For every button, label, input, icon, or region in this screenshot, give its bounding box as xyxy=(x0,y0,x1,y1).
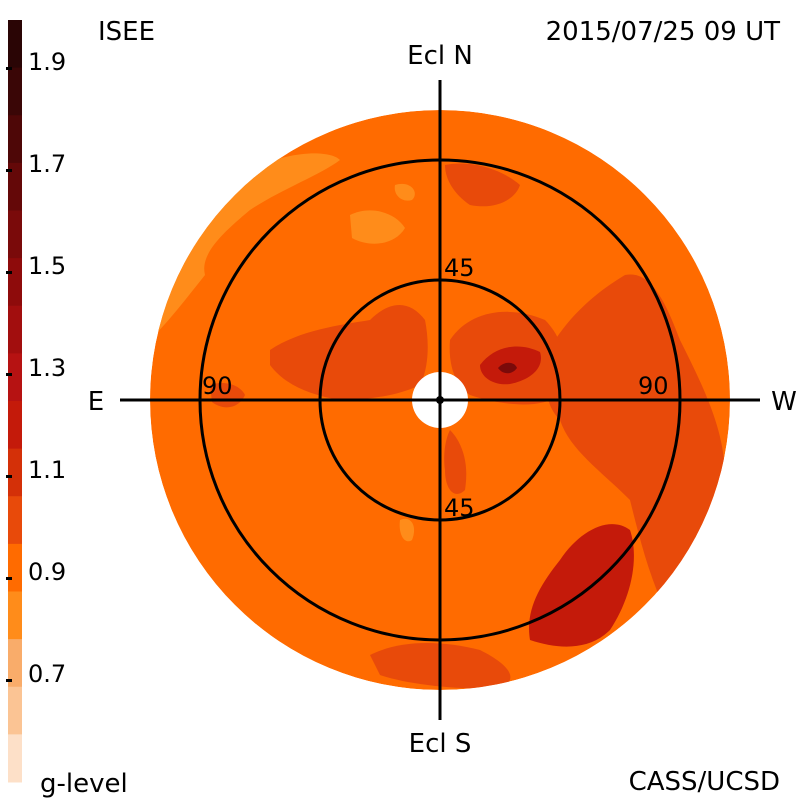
faint-region-lower xyxy=(399,518,415,542)
colorbar-tick-mark xyxy=(6,271,12,274)
colorbar-band xyxy=(8,401,22,450)
enhanced-region-west-band xyxy=(546,274,724,620)
colorbar-tick-label: 1.9 xyxy=(28,48,66,76)
colorbar-band xyxy=(8,67,22,116)
colorbar-title: g-level xyxy=(40,769,128,799)
colorbar-tick-label: 1.5 xyxy=(28,252,66,280)
colorbar-band xyxy=(8,686,22,735)
direction-south-label: Ecl S xyxy=(409,729,472,759)
strong-region-southwest-arc xyxy=(529,524,634,647)
credit-label: CASS/UCSD xyxy=(629,767,780,797)
colorbar-band xyxy=(8,734,22,783)
source-label: ISEE xyxy=(98,17,155,47)
colorbar-band xyxy=(8,162,22,211)
colorbar-band xyxy=(8,591,22,640)
colorbar-band xyxy=(8,258,22,307)
colorbar-tick-mark xyxy=(6,475,12,478)
colorbar-band xyxy=(8,639,22,688)
colorbar-band xyxy=(8,210,22,259)
colorbar xyxy=(8,20,22,783)
colorbar-band xyxy=(8,20,22,69)
colorbar-tick-mark xyxy=(6,577,12,580)
peak-region-spot xyxy=(498,362,517,374)
colorbar-tick-label: 1.7 xyxy=(28,150,66,178)
colorbar-tick-label: 1.1 xyxy=(28,456,66,484)
colorbar-band xyxy=(8,448,22,497)
colorbar-band xyxy=(8,543,22,592)
colorbar-tick-mark xyxy=(6,373,12,376)
faint-region-top-right xyxy=(394,183,415,201)
direction-west-label: W xyxy=(771,387,797,417)
colorbar-tick-label: 0.9 xyxy=(28,558,66,586)
colorbar-tick-label: 0.7 xyxy=(28,660,66,688)
colorbar-ticks: 1.9 1.7 1.5 1.3 1.1 0.9 0.7 xyxy=(6,48,66,688)
colorbar-tick-mark xyxy=(6,679,12,682)
ring-90-label-east: 90 xyxy=(202,372,233,400)
enhanced-region-south-lobe xyxy=(444,430,467,494)
colorbar-tick-mark xyxy=(6,169,12,172)
colorbar-band xyxy=(8,115,22,164)
ring-45-label-south: 45 xyxy=(444,494,475,522)
enhanced-region-center-east xyxy=(270,305,428,400)
direction-north-label: Ecl N xyxy=(407,41,473,71)
colorbar-band xyxy=(8,353,22,402)
colorbar-tick-mark xyxy=(6,67,12,70)
ring-90-label-west: 90 xyxy=(638,372,669,400)
direction-east-label: E xyxy=(88,387,104,417)
colorbar-band xyxy=(8,496,22,545)
ring-45-label-north: 45 xyxy=(444,254,475,282)
timestamp-label: 2015/07/25 09 UT xyxy=(546,17,780,47)
colorbar-tick-label: 1.3 xyxy=(28,354,66,382)
enhanced-region-north xyxy=(445,163,520,207)
faint-region-top xyxy=(350,210,405,244)
colorbar-band xyxy=(8,305,22,354)
